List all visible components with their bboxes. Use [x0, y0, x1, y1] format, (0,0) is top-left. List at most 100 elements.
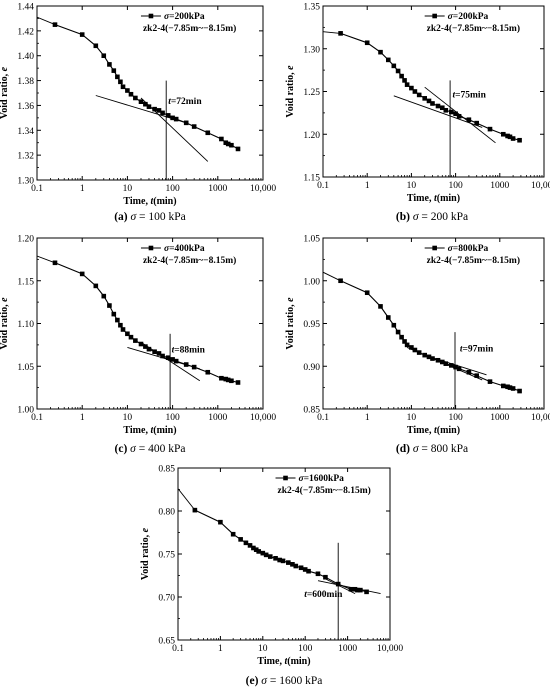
y-tick-label: 0.85	[303, 406, 320, 416]
x-tick-label: 1	[80, 184, 85, 194]
y-tick-label: 1.05	[303, 235, 320, 245]
data-point	[409, 345, 414, 350]
data-point	[290, 562, 295, 567]
data-point	[111, 68, 117, 73]
x-tick-label: 1000	[490, 413, 509, 423]
data-point	[352, 586, 358, 592]
data-point	[430, 101, 435, 106]
data-point	[453, 111, 458, 117]
data-point	[409, 85, 414, 91]
data-point	[439, 359, 445, 365]
data-point	[277, 557, 282, 563]
data-point	[219, 136, 224, 142]
data-point	[505, 133, 510, 139]
y-tick-label: 1.30	[303, 45, 320, 55]
data-point	[416, 92, 422, 98]
data-point	[298, 565, 304, 571]
data-point	[263, 552, 269, 558]
data-point	[192, 507, 198, 513]
data-point	[293, 563, 299, 569]
data-point	[93, 283, 99, 289]
data-point	[223, 376, 229, 382]
data-point	[435, 357, 441, 363]
data-point	[439, 105, 445, 111]
data-point	[449, 109, 454, 115]
x-tick-label: 10,000	[531, 413, 550, 423]
legend-sub-label: zk2-4(−7.85m~−8.15m)	[278, 485, 371, 496]
y-tick-label: 1.32	[17, 152, 34, 162]
x-tick-label: 1000	[338, 644, 357, 654]
leading-segment	[178, 488, 196, 511]
x-tick-label: 0.1	[317, 413, 329, 423]
data-point	[118, 322, 123, 328]
data-point	[364, 290, 370, 296]
x-tick-label: 1	[365, 181, 370, 191]
y-axis-label: Void ratio, e	[0, 66, 10, 119]
series-line	[340, 32, 520, 141]
y-tick-label: 1.36	[17, 102, 34, 112]
x-tick-label: 0.1	[172, 644, 184, 654]
data-point	[335, 581, 341, 587]
y-axis-label: Void ratio, e	[285, 297, 296, 350]
data-point	[173, 358, 179, 364]
y-tick-label: 1.00	[17, 406, 34, 416]
panel-caption: (a) σ = 100 kPa	[114, 211, 186, 223]
plot-area	[323, 31, 522, 177]
x-tick-label: 10	[407, 413, 417, 423]
data-point	[378, 49, 383, 55]
data-point	[260, 550, 266, 556]
data-point	[315, 571, 321, 577]
data-point	[218, 519, 223, 525]
data-point	[118, 79, 123, 85]
data-point	[391, 322, 397, 328]
y-tick-label: 1.00	[303, 277, 320, 287]
data-point	[133, 338, 138, 343]
plot-area	[37, 255, 241, 409]
x-tick-label: 10,000	[250, 413, 276, 423]
data-point	[170, 115, 175, 121]
data-point	[286, 560, 291, 565]
y-tick-label: 0.75	[158, 551, 175, 561]
x-axis-label: Time, t(min)	[257, 656, 310, 667]
x-tick-label: 0.1	[31, 413, 43, 423]
legend-series-label: σ=200kPa	[448, 12, 489, 22]
data-point	[146, 346, 152, 352]
data-point	[456, 113, 462, 119]
data-point	[101, 293, 107, 299]
y-tick-label: 1.38	[17, 77, 34, 87]
legend-marker	[148, 13, 154, 19]
data-point	[487, 379, 493, 384]
data-point	[378, 304, 383, 309]
tangent-1	[393, 95, 483, 128]
data-point	[128, 91, 134, 97]
data-point	[205, 369, 211, 375]
data-point	[474, 120, 479, 126]
y-tick-label: 1.30	[17, 177, 34, 187]
data-point	[385, 57, 391, 63]
y-tick-label: 1.15	[303, 174, 320, 184]
y-tick-label: 1.20	[303, 131, 320, 141]
series-line	[340, 280, 520, 392]
data-point	[517, 388, 522, 394]
plot-area	[323, 271, 522, 409]
y-tick-label: 0.70	[158, 594, 175, 604]
leading-segment	[37, 16, 56, 26]
data-point	[52, 260, 58, 266]
x-axis-label: Time, t(min)	[123, 196, 176, 207]
data-point	[404, 342, 410, 348]
data-point	[402, 78, 407, 83]
data-point	[238, 537, 243, 542]
data-point	[251, 545, 256, 551]
data-point	[412, 89, 418, 94]
data-point	[323, 574, 328, 580]
y-tick-label: 1.44	[17, 3, 34, 13]
data-point	[128, 334, 134, 340]
panel-caption: (e) σ = 1600 kPa	[246, 675, 323, 687]
x-tick-label: 100	[298, 644, 313, 654]
x-tick-label: 10,000	[531, 181, 550, 191]
y-tick-label: 1.40	[17, 52, 34, 62]
data-point	[223, 140, 229, 146]
y-tick-label: 1.05	[17, 363, 34, 373]
data-point	[152, 106, 157, 112]
data-point	[358, 587, 363, 593]
